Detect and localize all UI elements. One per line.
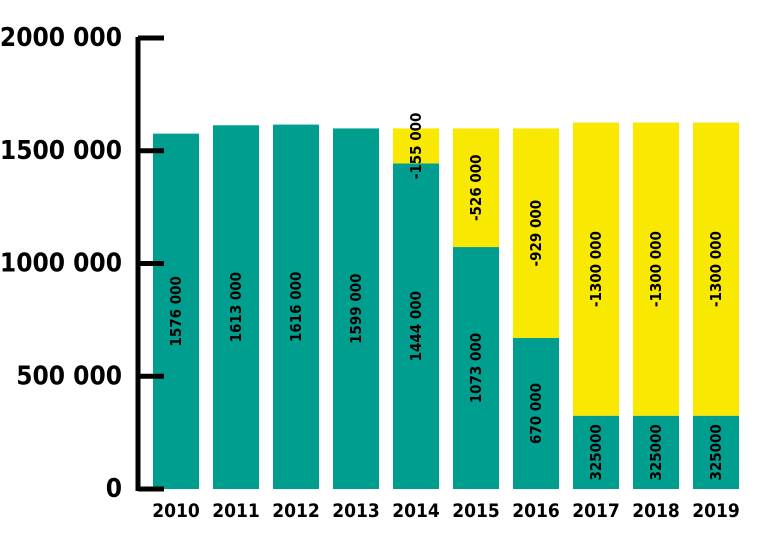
- data-label-reduction-2019: -1300 000: [707, 231, 725, 307]
- data-label-base-2013: 1599 000: [347, 273, 365, 343]
- data-label-reduction-2017: -1300 000: [587, 231, 605, 307]
- bar-base-2016: [513, 337, 559, 489]
- data-label-base-2011: 1613 000: [227, 272, 245, 342]
- y-tick-label: 500 000: [16, 361, 122, 391]
- data-label-reduction-2016: -929 000: [527, 200, 545, 267]
- data-label-base-2014: 1444 000: [407, 291, 425, 361]
- x-tick-label-2013: 2013: [332, 500, 380, 522]
- data-label-base-2015: 1073 000: [467, 333, 485, 403]
- data-label-base-2019: 325000: [707, 424, 725, 480]
- bar-base-2012: [273, 124, 319, 489]
- bars-layer: 1576 000 1613 000 1616 000 1599 000 1444 000…: [153, 113, 739, 490]
- bar-reduction-2014: [393, 128, 439, 164]
- x-tick-label-2010: 2010: [152, 500, 200, 522]
- data-label-base-2016: 670 000: [527, 383, 545, 444]
- data-label-base-2012: 1616 000: [287, 272, 305, 342]
- bar-reduction-2017: [573, 122, 619, 416]
- x-tick-label-2017: 2017: [572, 500, 620, 522]
- data-label-base-2010: 1576 000: [167, 276, 185, 346]
- data-label-base-2018: 325000: [647, 424, 665, 480]
- bar-reduction-2016: [513, 128, 559, 338]
- x-tick-label-2018: 2018: [632, 500, 680, 522]
- y-tick-label: 0: [106, 474, 122, 504]
- bar-base-2015: [453, 247, 499, 489]
- x-axis-labels: 2010 2011 2012 2013 2014 2015 2016 2017 2018 2019: [152, 500, 740, 522]
- bar-base-2011: [213, 125, 259, 490]
- y-tick-label: 1500 000: [0, 136, 122, 166]
- bar-base-2014: [393, 163, 439, 490]
- bar-base-2013: [333, 128, 379, 489]
- bar-base-2018: [633, 415, 679, 489]
- bar-reduction-2019: [693, 122, 739, 416]
- x-tick-label-2012: 2012: [272, 500, 320, 522]
- bar-base-2019: [693, 415, 739, 489]
- data-label-base-2017: 325000: [587, 424, 605, 480]
- y-tick-label: 2000 000: [0, 23, 122, 53]
- bar-reduction-2018: [633, 122, 679, 416]
- x-tick-label-2014: 2014: [392, 500, 440, 522]
- data-label-reduction-2015: -526 000: [467, 154, 485, 221]
- bar-base-2010: [153, 133, 199, 489]
- bar-base-2017: [573, 415, 619, 489]
- y-tick-label: 1000 000: [0, 249, 122, 279]
- x-tick-label-2019: 2019: [692, 500, 740, 522]
- y-axis: 0 500 000 1000 000 1500 000 2000 000: [0, 23, 164, 504]
- data-label-reduction-2018: -1300 000: [647, 231, 665, 307]
- x-tick-label-2011: 2011: [212, 500, 260, 522]
- bar-reduction-2015: [453, 128, 499, 248]
- x-tick-label-2016: 2016: [512, 500, 560, 522]
- x-tick-label-2015: 2015: [452, 500, 500, 522]
- data-label-reduction-2014: -155 000: [407, 113, 425, 180]
